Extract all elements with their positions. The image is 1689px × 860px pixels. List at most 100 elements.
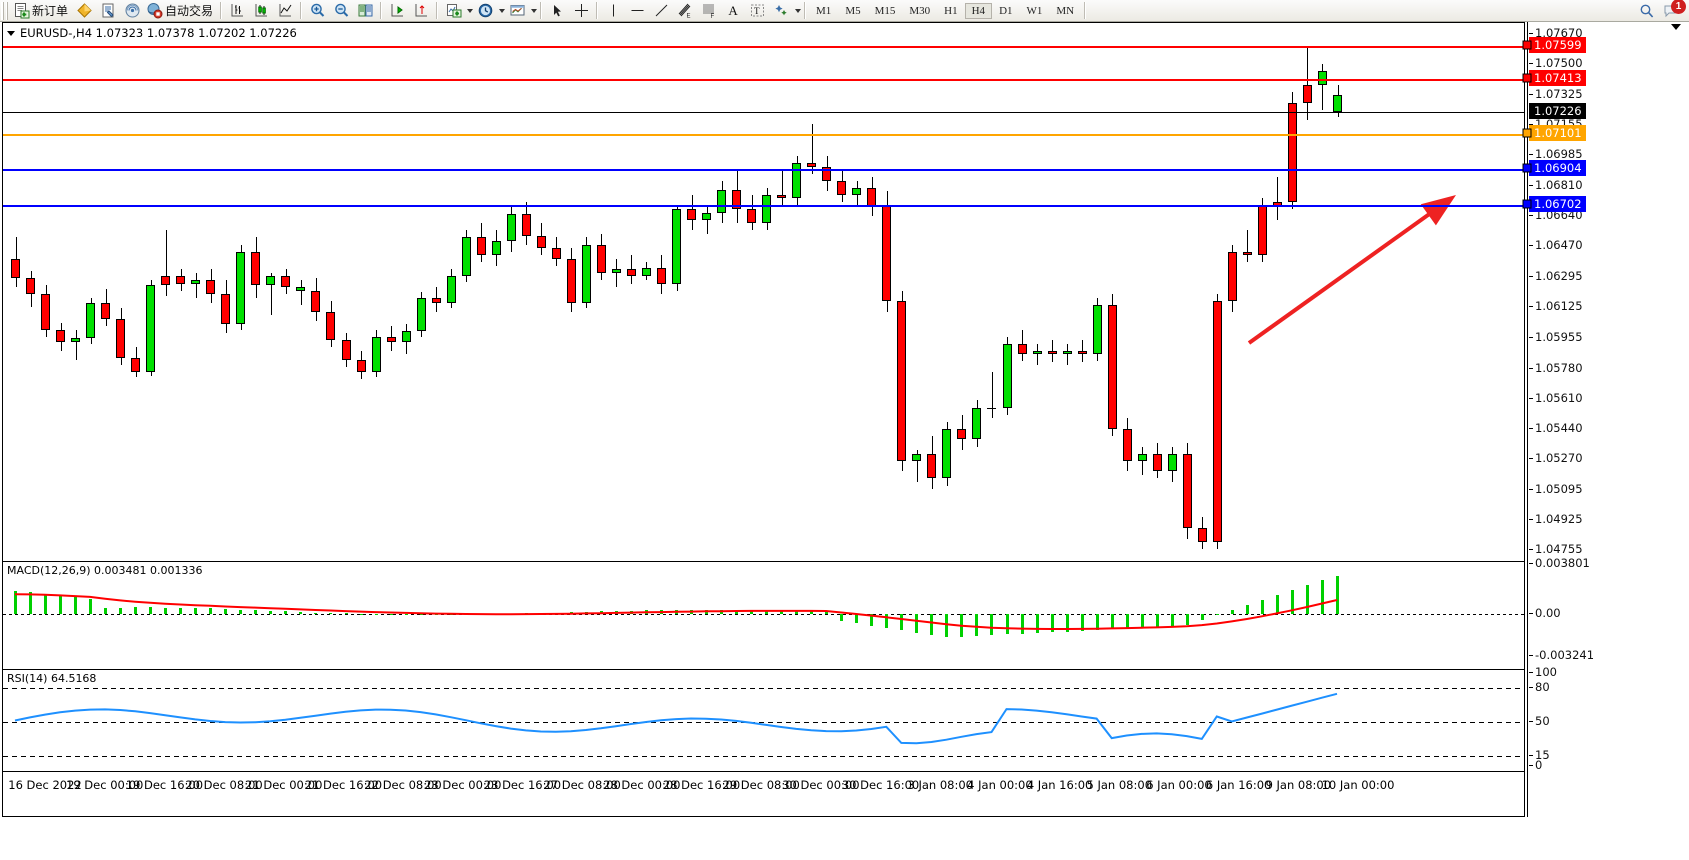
price-tick: 1.06985: [1529, 147, 1583, 161]
signals-button[interactable]: [120, 1, 144, 21]
time-tick: 10 Jan 00:00: [1321, 778, 1395, 792]
candle-body: [116, 318, 126, 358]
trendline-tool[interactable]: [649, 1, 673, 21]
crosshair-tool[interactable]: [569, 1, 593, 21]
chart-canvas[interactable]: EURUSD-,H4 1.07323 1.07378 1.07202 1.072…: [2, 22, 1525, 817]
macd-bar: [119, 607, 123, 614]
timeframe-h1[interactable]: H1: [944, 4, 958, 17]
up-arrow-annotation[interactable]: [1247, 195, 1456, 345]
price-pane[interactable]: [3, 23, 1524, 560]
fibonacci-tool[interactable]: F: [697, 1, 721, 21]
macd-bar: [104, 607, 108, 614]
price-tag-current-price[interactable]: 1.07226: [1529, 103, 1586, 120]
macd-bar: [780, 610, 784, 614]
expert-advisor-button[interactable]: [72, 1, 96, 21]
toolbar-grip[interactable]: [1, 1, 9, 20]
level-handle[interactable]: [1522, 163, 1532, 173]
timeframe-d1[interactable]: D1: [999, 4, 1013, 17]
metaeditor-button[interactable]: [96, 1, 120, 21]
candle-body: [1047, 350, 1057, 355]
macd-bar: [239, 609, 243, 614]
macd-bar: [1125, 614, 1129, 629]
notifications-button[interactable]: 1: [1659, 0, 1686, 21]
timeframe-m5[interactable]: M5: [845, 4, 861, 17]
macd-pane[interactable]: MACD(12,26,9) 0.003481 0.001336: [3, 561, 1524, 669]
candle-body: [1287, 102, 1297, 202]
chart-shift-icon: [391, 4, 403, 17]
macd-bar: [254, 610, 258, 614]
indicators-dropdown-caret[interactable]: [467, 8, 474, 13]
periods-button[interactable]: [473, 1, 497, 21]
templates-button[interactable]: [505, 1, 529, 21]
price-tag-resistance[interactable]: 1.07413: [1529, 70, 1586, 87]
auto-trading-label: 自动交易: [165, 4, 214, 18]
search-button[interactable]: [1635, 1, 1659, 21]
level-line-resistance[interactable]: [3, 46, 1524, 49]
macd-bar: [1155, 614, 1159, 628]
timeframe-w1[interactable]: W1: [1026, 4, 1043, 17]
shapes-dropdown-caret[interactable]: [795, 8, 802, 13]
level-line-pivot[interactable]: [3, 134, 1524, 137]
timeframe-m30[interactable]: M30: [909, 4, 931, 17]
notification-count-badge: 1: [1671, 0, 1686, 14]
equidistant-channel-tool[interactable]: E: [673, 1, 697, 21]
horizontal-line-tool[interactable]: [625, 1, 649, 21]
indicators-button[interactable]: [441, 1, 465, 21]
rsi-label: RSI(14) 64.5168: [7, 672, 97, 685]
rsi-pane[interactable]: RSI(14) 64.5168: [3, 669, 1524, 771]
macd-bar: [299, 612, 303, 614]
chart-shift-button[interactable]: [385, 1, 409, 21]
price-tag-support[interactable]: 1.06904: [1529, 160, 1586, 177]
zoom-in-button[interactable]: [305, 1, 329, 21]
macd-bar: [810, 610, 814, 614]
candle-body: [672, 209, 681, 284]
level-handle[interactable]: [1522, 73, 1532, 83]
time-axis[interactable]: 16 Dec 2022 19 Dec 00:00 19 Dec 16:00 20 De…: [3, 771, 1524, 817]
candle-wick: [781, 170, 783, 206]
auto-scroll-button[interactable]: [409, 1, 433, 21]
macd-bar: [945, 614, 949, 638]
periods-dropdown-caret[interactable]: [499, 8, 506, 13]
chart-menu-caret-icon[interactable]: [7, 30, 15, 36]
price-tag-resistance[interactable]: 1.07599: [1529, 37, 1586, 54]
timeframe-h4[interactable]: H4: [964, 2, 993, 19]
auto-trading-button[interactable]: 自动交易: [144, 1, 217, 21]
candle-body: [596, 244, 606, 273]
new-order-button[interactable]: 新订单: [11, 1, 72, 21]
cursor-tool[interactable]: [545, 1, 569, 21]
bar-chart-button[interactable]: [225, 1, 249, 21]
candle-body: [521, 214, 531, 236]
level-line-support[interactable]: [3, 205, 1524, 208]
price-tag-pivot[interactable]: 1.07101: [1529, 125, 1586, 142]
templates-dropdown-caret[interactable]: [531, 8, 538, 13]
text-label-tool[interactable]: T: [745, 1, 769, 21]
candle-wick: [300, 279, 302, 305]
macd-bar: [855, 614, 859, 624]
candle-body: [131, 357, 141, 373]
shapes-tool[interactable]: [769, 1, 793, 21]
tile-windows-button[interactable]: [353, 1, 377, 21]
metaeditor-icon: [102, 3, 114, 18]
level-handle[interactable]: [1522, 40, 1532, 50]
line-chart-button[interactable]: [273, 1, 297, 21]
level-handle[interactable]: [1522, 199, 1532, 209]
collapse-caret-icon[interactable]: [1671, 24, 1681, 30]
zoom-out-button[interactable]: [329, 1, 353, 21]
text-tool[interactable]: A: [721, 1, 745, 21]
macd-bar: [344, 613, 348, 614]
timeframe-mn[interactable]: MN: [1056, 4, 1075, 17]
timeframe-m15[interactable]: M15: [874, 4, 896, 17]
price-axis[interactable]: 1.07670 1.07500 1.07325 1.07155 1.06985 1.068…: [1522, 22, 1689, 817]
level-line-resistance[interactable]: [3, 79, 1524, 82]
candle-body: [792, 163, 802, 199]
vertical-line-tool[interactable]: [601, 1, 625, 21]
level-line-current-price[interactable]: [3, 112, 1524, 114]
level-handle[interactable]: [1522, 128, 1532, 138]
candle-body: [702, 212, 712, 220]
candle-body: [1122, 428, 1132, 461]
candle-body: [732, 189, 742, 210]
timeframe-m1[interactable]: M1: [816, 4, 832, 17]
level-line-support[interactable]: [3, 169, 1524, 172]
candlestick-chart-button[interactable]: [249, 1, 273, 21]
price-tag-support[interactable]: 1.06702: [1529, 196, 1586, 213]
